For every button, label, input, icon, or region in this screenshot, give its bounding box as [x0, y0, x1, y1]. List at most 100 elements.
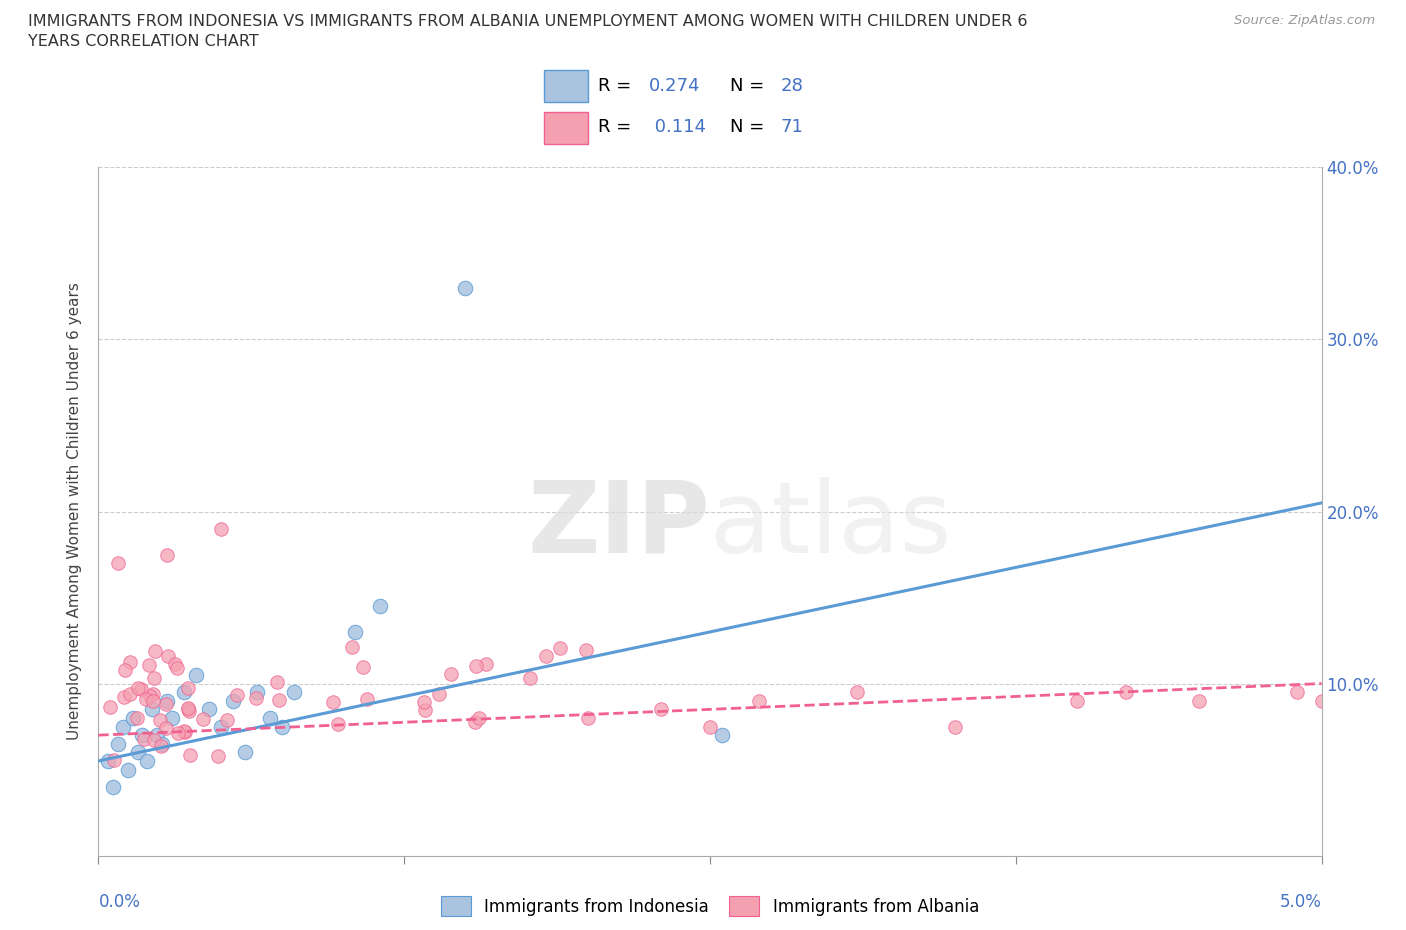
Point — [114, 662, 136, 677]
Point — [209, 522, 232, 537]
Point — [356, 691, 378, 706]
Point — [427, 686, 450, 701]
Point — [322, 695, 344, 710]
Point — [146, 728, 169, 743]
Point — [413, 703, 436, 718]
Point — [534, 649, 557, 664]
Text: 0.114: 0.114 — [650, 118, 706, 137]
Point — [150, 737, 173, 751]
Point — [177, 702, 200, 717]
Point — [149, 712, 172, 727]
Point — [340, 640, 363, 655]
Point — [127, 745, 149, 760]
Point — [165, 657, 187, 671]
Point — [353, 659, 375, 674]
Point — [142, 687, 165, 702]
Point — [173, 684, 195, 699]
Point — [475, 657, 498, 671]
Point — [344, 625, 367, 640]
Text: IMMIGRANTS FROM INDONESIA VS IMMIGRANTS FROM ALBANIA UNEMPLOYMENT AMONG WOMEN WI: IMMIGRANTS FROM INDONESIA VS IMMIGRANTS … — [28, 14, 1028, 29]
Point — [699, 719, 721, 734]
Legend: Immigrants from Indonesia, Immigrants from Albania: Immigrants from Indonesia, Immigrants fr… — [434, 889, 986, 923]
Text: 0.0%: 0.0% — [98, 894, 141, 911]
Point — [233, 745, 256, 760]
Point — [1115, 684, 1137, 699]
Point — [440, 667, 463, 682]
Point — [575, 642, 598, 657]
Point — [225, 688, 247, 703]
Point — [97, 753, 120, 768]
Point — [191, 711, 214, 726]
Point — [127, 681, 149, 696]
Y-axis label: Unemployment Among Women with Children Under 6 years: Unemployment Among Women with Children U… — [67, 283, 83, 740]
Point — [132, 732, 155, 747]
Text: Source: ZipAtlas.com: Source: ZipAtlas.com — [1234, 14, 1375, 27]
Point — [160, 711, 183, 725]
Point — [222, 694, 245, 709]
Point — [142, 693, 165, 708]
Point — [465, 659, 488, 674]
Point — [413, 695, 436, 710]
Point — [548, 641, 571, 656]
Point — [266, 675, 288, 690]
Text: R =: R = — [599, 76, 637, 95]
Text: 28: 28 — [780, 76, 803, 95]
Text: 71: 71 — [780, 118, 803, 137]
Text: R =: R = — [599, 118, 637, 137]
Point — [267, 692, 290, 707]
Point — [245, 691, 267, 706]
Text: YEARS CORRELATION CHART: YEARS CORRELATION CHART — [28, 34, 259, 49]
Point — [125, 711, 148, 725]
Point — [143, 644, 166, 658]
Bar — [544, 112, 588, 144]
Point — [209, 719, 232, 734]
Point — [103, 752, 125, 767]
Text: atlas: atlas — [710, 477, 952, 574]
Point — [845, 684, 868, 699]
Point — [111, 719, 134, 734]
Point — [107, 737, 129, 751]
Point — [112, 689, 135, 704]
Text: N =: N = — [730, 76, 770, 95]
Point — [576, 711, 599, 725]
Point — [177, 700, 200, 715]
Point — [650, 702, 672, 717]
Point — [283, 684, 305, 699]
Point — [155, 697, 177, 711]
Point — [117, 763, 139, 777]
Point — [136, 753, 159, 768]
Point — [177, 680, 200, 695]
Point — [943, 719, 966, 734]
Text: 0.274: 0.274 — [650, 76, 700, 95]
Point — [141, 702, 163, 717]
Text: ZIP: ZIP — [527, 477, 710, 574]
Point — [1286, 684, 1309, 699]
Point — [748, 694, 770, 709]
Point — [454, 281, 477, 296]
Point — [107, 556, 129, 571]
Point — [150, 738, 173, 753]
Point — [101, 779, 124, 794]
Point — [98, 699, 121, 714]
Point — [197, 702, 219, 717]
Point — [166, 725, 188, 740]
Point — [143, 671, 166, 685]
Point — [129, 682, 152, 697]
Point — [1188, 694, 1211, 709]
Point — [120, 687, 142, 702]
Bar — [544, 70, 588, 102]
Point — [121, 711, 143, 725]
Point — [173, 724, 195, 738]
Point — [157, 648, 180, 663]
Point — [138, 658, 160, 672]
Point — [270, 719, 294, 734]
Point — [464, 714, 486, 729]
Point — [1310, 694, 1333, 709]
Point — [246, 684, 269, 699]
Point — [177, 704, 200, 719]
Point — [156, 694, 179, 709]
Text: 5.0%: 5.0% — [1279, 894, 1322, 911]
Text: N =: N = — [730, 118, 770, 137]
Point — [139, 688, 162, 703]
Point — [259, 711, 281, 725]
